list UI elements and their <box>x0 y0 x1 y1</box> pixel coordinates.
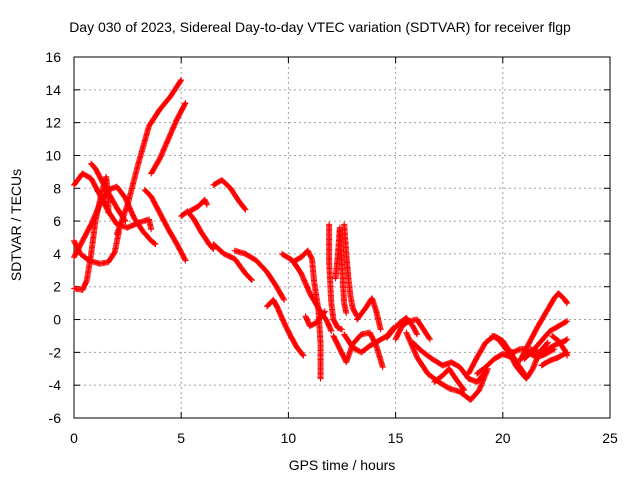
data-point <box>181 101 188 108</box>
data-track <box>263 296 307 359</box>
data-track <box>549 332 571 359</box>
data-point <box>564 352 571 359</box>
axis-ticks <box>73 56 611 419</box>
x-tick-label: 15 <box>388 430 404 446</box>
chart-title: Day 030 of 2023, Sidereal Day-to-day VTE… <box>69 19 571 35</box>
data-track <box>341 221 361 320</box>
y-tick-label: 12 <box>45 115 61 131</box>
data-track <box>210 241 255 284</box>
data-point <box>105 209 112 216</box>
y-axis-label: SDTVAR / TECUs <box>8 168 24 282</box>
data-track <box>71 173 112 294</box>
data-point <box>203 201 210 208</box>
data-point <box>317 375 324 382</box>
data-point <box>564 318 571 325</box>
y-tick-label: 16 <box>45 49 61 65</box>
data-point <box>460 386 467 393</box>
data-point <box>321 309 328 316</box>
data-point <box>182 257 189 264</box>
data-point <box>562 337 569 344</box>
data-track <box>210 177 249 213</box>
data-point <box>544 340 551 347</box>
x-tick-label: 20 <box>495 430 511 446</box>
data-track <box>113 76 185 238</box>
y-tick-label: 8 <box>53 180 61 196</box>
data-track <box>186 196 210 215</box>
data-track <box>354 295 384 333</box>
x-tick-labels: 0 5 10 15 20 25 <box>70 430 618 446</box>
data-point <box>544 339 551 346</box>
data-point <box>299 351 306 358</box>
x-tick-label: 25 <box>602 430 618 446</box>
data-point <box>563 318 570 325</box>
data-point <box>321 308 328 315</box>
data-point <box>414 331 421 338</box>
data-track <box>326 221 345 333</box>
data-track <box>431 365 468 394</box>
data-point <box>182 99 189 106</box>
data-point <box>379 364 386 371</box>
data-point <box>177 77 184 84</box>
data-point <box>328 328 335 335</box>
data-point <box>241 205 248 212</box>
y-tick-label: -2 <box>49 344 62 360</box>
y-tick-label: 2 <box>53 279 61 295</box>
data-point <box>481 369 488 376</box>
data-point <box>152 241 159 248</box>
x-tick-label: 5 <box>177 430 185 446</box>
plot-border <box>73 56 611 419</box>
y-tick-label: -4 <box>49 377 62 393</box>
data-point <box>564 300 571 307</box>
data-point <box>550 346 557 353</box>
grid-lines <box>74 57 610 418</box>
data-point <box>563 299 570 306</box>
data-point <box>564 336 571 343</box>
data-point <box>343 309 350 316</box>
data-point <box>148 226 155 233</box>
data-series <box>71 76 571 403</box>
data-point <box>300 352 307 359</box>
data-track <box>289 247 324 382</box>
y-tick-label: 14 <box>45 82 61 98</box>
data-track <box>409 339 489 385</box>
data-track <box>148 99 189 177</box>
data-point <box>280 295 287 302</box>
y-tick-label: 10 <box>45 147 61 163</box>
y-tick-labels: -6 -4 -2 0 2 4 6 8 10 12 14 16 <box>45 49 61 426</box>
data-point <box>461 387 468 394</box>
data-point <box>242 206 249 213</box>
x-axis-label: GPS time / hours <box>288 457 396 473</box>
data-point <box>248 277 255 284</box>
data-track <box>141 186 189 264</box>
y-tick-label: 0 <box>53 312 61 328</box>
data-point <box>377 326 384 333</box>
data-track <box>330 329 386 371</box>
data-track <box>521 346 558 361</box>
data-track <box>231 247 288 303</box>
data-track <box>302 308 328 330</box>
y-tick-label: -6 <box>49 410 62 426</box>
data-point <box>426 335 433 342</box>
data-point <box>281 296 288 303</box>
data-point <box>178 76 185 83</box>
data-point <box>413 330 420 337</box>
data-point <box>563 336 570 343</box>
x-tick-label: 10 <box>281 430 297 446</box>
x-tick-label: 0 <box>70 430 78 446</box>
data-point <box>339 326 345 333</box>
plot-frame <box>73 56 611 419</box>
y-tick-label: 4 <box>53 246 61 262</box>
data-point <box>248 276 255 283</box>
data-point <box>426 336 433 343</box>
data-track <box>178 208 217 252</box>
data-track <box>392 316 433 343</box>
y-tick-label: 6 <box>53 213 61 229</box>
data-point <box>151 240 158 247</box>
data-point <box>551 346 558 353</box>
data-point <box>181 256 188 263</box>
